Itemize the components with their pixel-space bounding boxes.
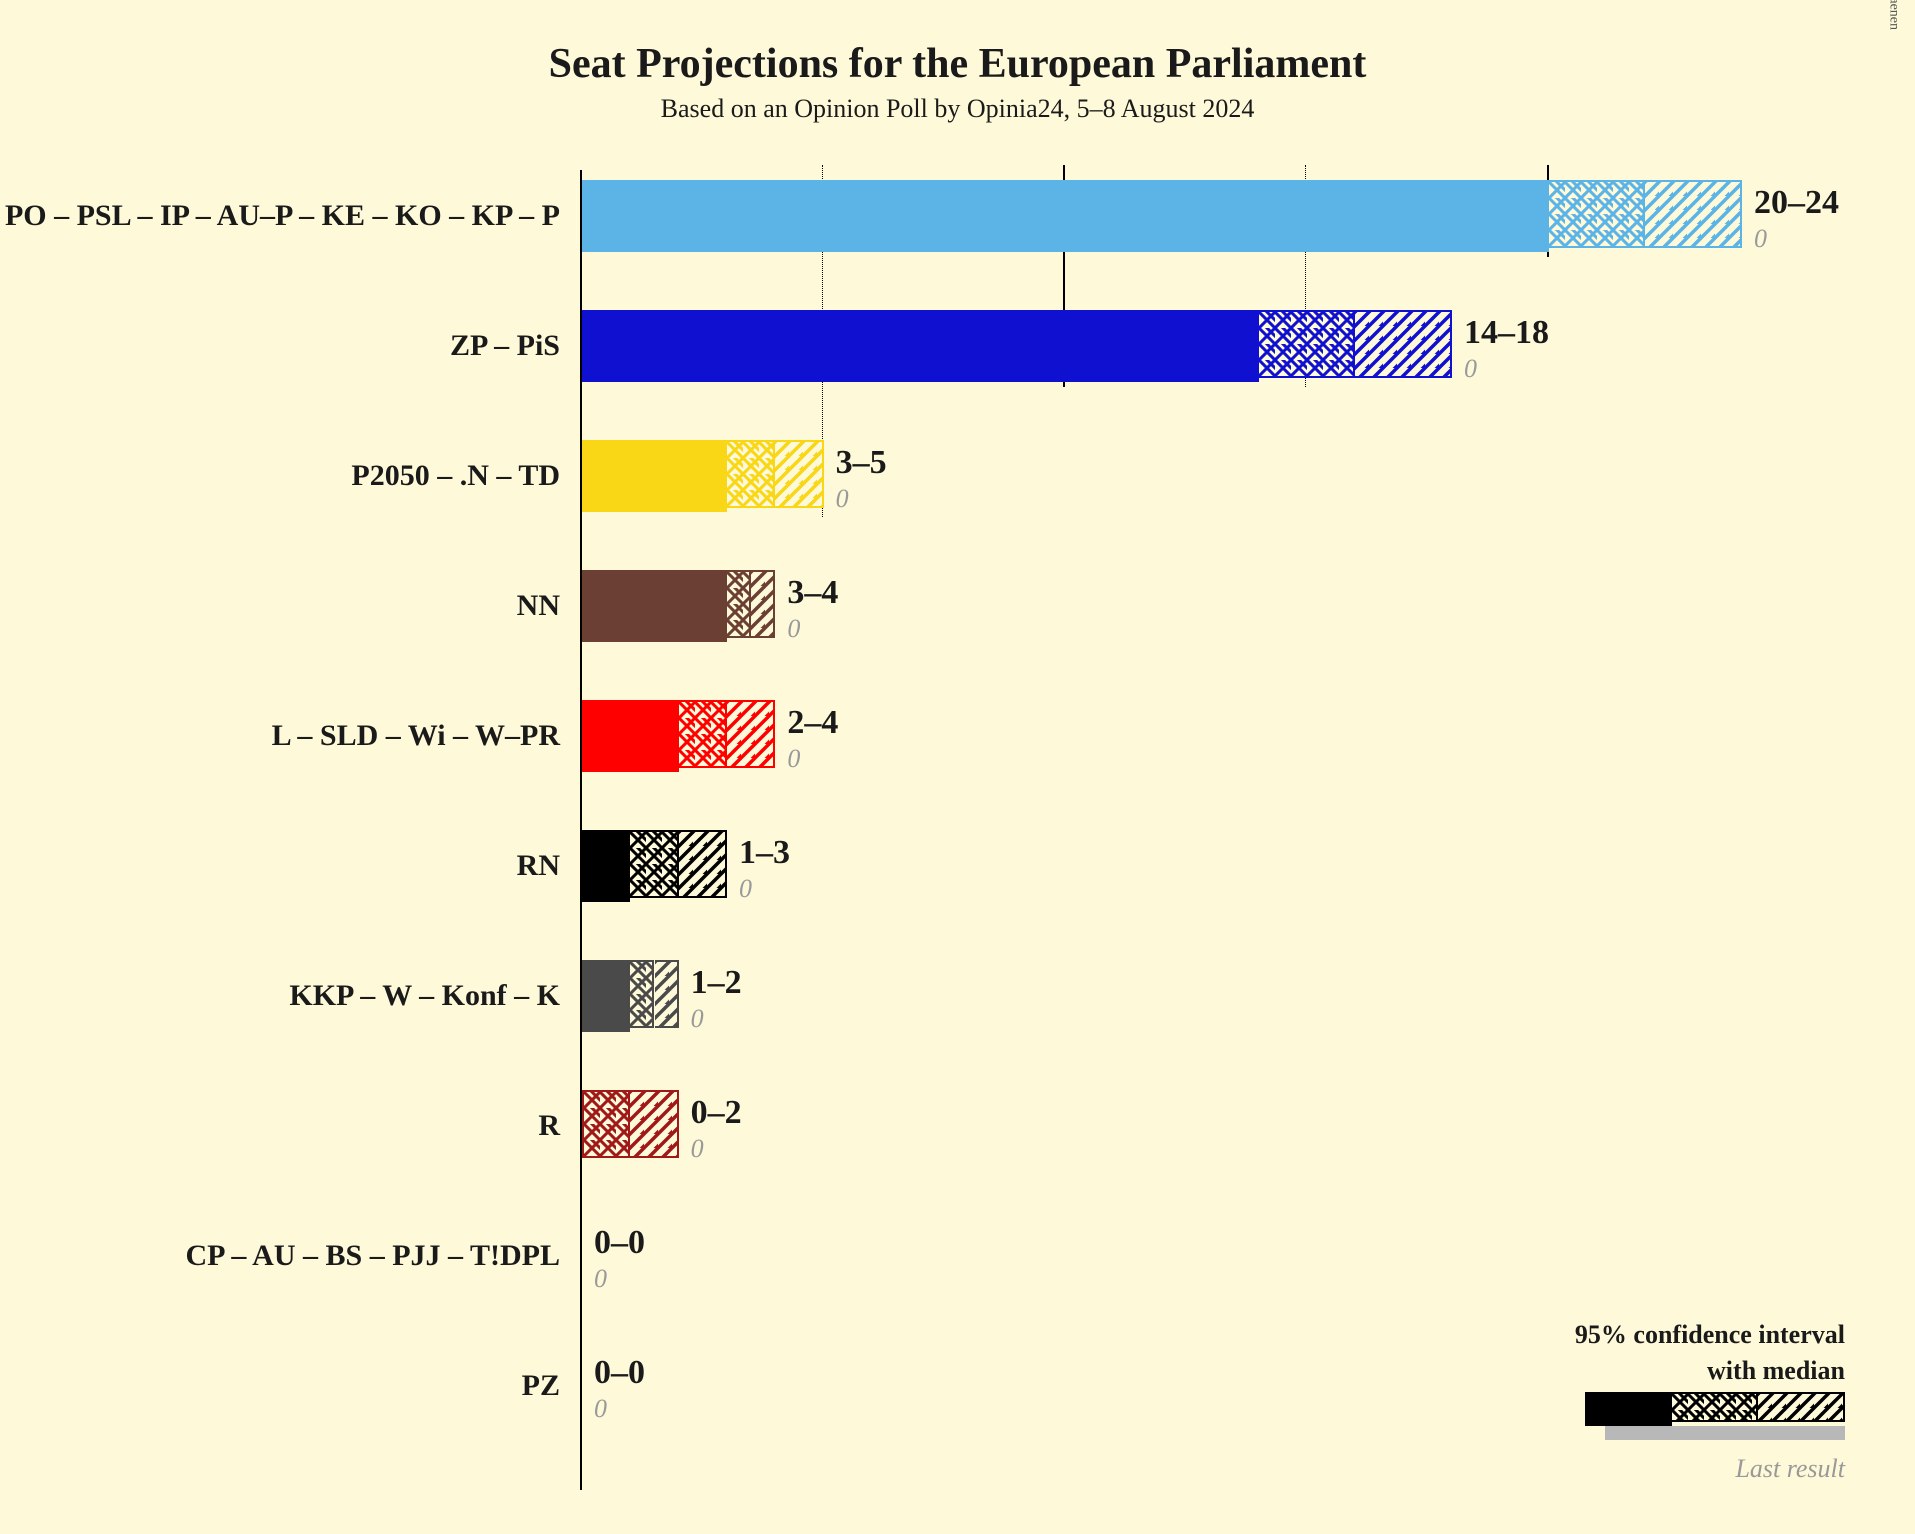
bar-crosshatch [679, 700, 727, 768]
row-label: ZP – PiS [450, 329, 560, 363]
chart-subtitle: Based on an Opinion Poll by Opinia24, 5–… [60, 94, 1855, 124]
row-label: PO – PSL – IP – AU–P – KE – KO – KP – P [5, 199, 560, 233]
chart-row: NN3–40 [580, 570, 1740, 642]
bar-diaghatch [679, 830, 727, 898]
bar-diaghatch [1645, 180, 1742, 248]
bar-solid [582, 310, 1259, 382]
legend-bar-crosshatch [1672, 1392, 1759, 1422]
last-result-label: 0 [787, 744, 800, 774]
plot-area: PO – PSL – IP – AU–P – KE – KO – KP – P2… [580, 170, 1740, 1490]
bar-crosshatch [582, 1090, 630, 1158]
chart-row: L – SLD – Wi – W–PR2–40 [580, 700, 1740, 772]
legend-last-bar [1605, 1426, 1845, 1440]
bar-solid [582, 570, 727, 642]
copyright-text: © 2024 Filip van Laenen [1885, 0, 1901, 30]
chart-row: KKP – W – Konf – K1–20 [580, 960, 1740, 1032]
chart-title: Seat Projections for the European Parlia… [60, 40, 1855, 88]
bar-diaghatch [1355, 310, 1452, 378]
bar-crosshatch [727, 440, 775, 508]
row-label: L – SLD – Wi – W–PR [272, 719, 560, 753]
bar-solid [582, 700, 679, 772]
bar-diaghatch [775, 440, 823, 508]
bar-crosshatch [1549, 180, 1646, 248]
last-result-label: 0 [594, 1394, 607, 1424]
range-label: 20–24 [1754, 184, 1839, 222]
bar-crosshatch [630, 960, 654, 1028]
legend-line1: 95% confidence interval [1575, 1320, 1845, 1350]
row-label: PZ [522, 1369, 560, 1403]
legend: 95% confidence interval with median Last… [1575, 1320, 1845, 1484]
row-label: CP – AU – BS – PJJ – T!DPL [186, 1239, 561, 1273]
chart-row: RN1–30 [580, 830, 1740, 902]
bar-diaghatch [655, 960, 679, 1028]
last-result-label: 0 [691, 1134, 704, 1164]
range-label: 1–3 [739, 834, 790, 872]
range-label: 0–0 [594, 1224, 645, 1262]
legend-line2: with median [1575, 1356, 1845, 1386]
row-label: P2050 – .N – TD [351, 459, 560, 493]
row-label: RN [517, 849, 560, 883]
row-label: KKP – W – Konf – K [289, 979, 560, 1013]
legend-bar-diaghatch [1758, 1392, 1845, 1422]
legend-graphic [1585, 1392, 1845, 1452]
row-label: NN [517, 589, 560, 623]
last-result-label: 0 [787, 614, 800, 644]
range-label: 2–4 [787, 704, 838, 742]
bar-crosshatch [727, 570, 751, 638]
bar-solid [582, 180, 1549, 252]
bar-diaghatch [727, 700, 775, 768]
chart-row: R0–20 [580, 1090, 1740, 1162]
bar-solid [582, 440, 727, 512]
bar-crosshatch [1259, 310, 1356, 378]
range-label: 0–2 [691, 1094, 742, 1132]
legend-last-label: Last result [1575, 1454, 1845, 1484]
bar-solid [582, 830, 630, 902]
row-label: R [538, 1109, 560, 1143]
range-label: 1–2 [691, 964, 742, 1002]
last-result-label: 0 [691, 1004, 704, 1034]
range-label: 3–5 [836, 444, 887, 482]
chart-row: ZP – PiS14–180 [580, 310, 1740, 382]
bar-solid [582, 960, 630, 1032]
bar-diaghatch [751, 570, 775, 638]
last-result-label: 0 [1754, 224, 1767, 254]
last-result-label: 0 [594, 1264, 607, 1294]
range-label: 0–0 [594, 1354, 645, 1392]
range-label: 3–4 [787, 574, 838, 612]
last-result-label: 0 [739, 874, 752, 904]
chart-row: PO – PSL – IP – AU–P – KE – KO – KP – P2… [580, 180, 1740, 252]
bar-crosshatch [630, 830, 678, 898]
last-result-label: 0 [836, 484, 849, 514]
bar-diaghatch [630, 1090, 678, 1158]
last-result-label: 0 [1464, 354, 1477, 384]
range-label: 14–18 [1464, 314, 1549, 352]
chart-row: CP – AU – BS – PJJ – T!DPL0–00 [580, 1220, 1740, 1292]
chart-row: PZ0–00 [580, 1350, 1740, 1422]
legend-bar-solid [1585, 1392, 1672, 1426]
chart-row: P2050 – .N – TD3–50 [580, 440, 1740, 512]
